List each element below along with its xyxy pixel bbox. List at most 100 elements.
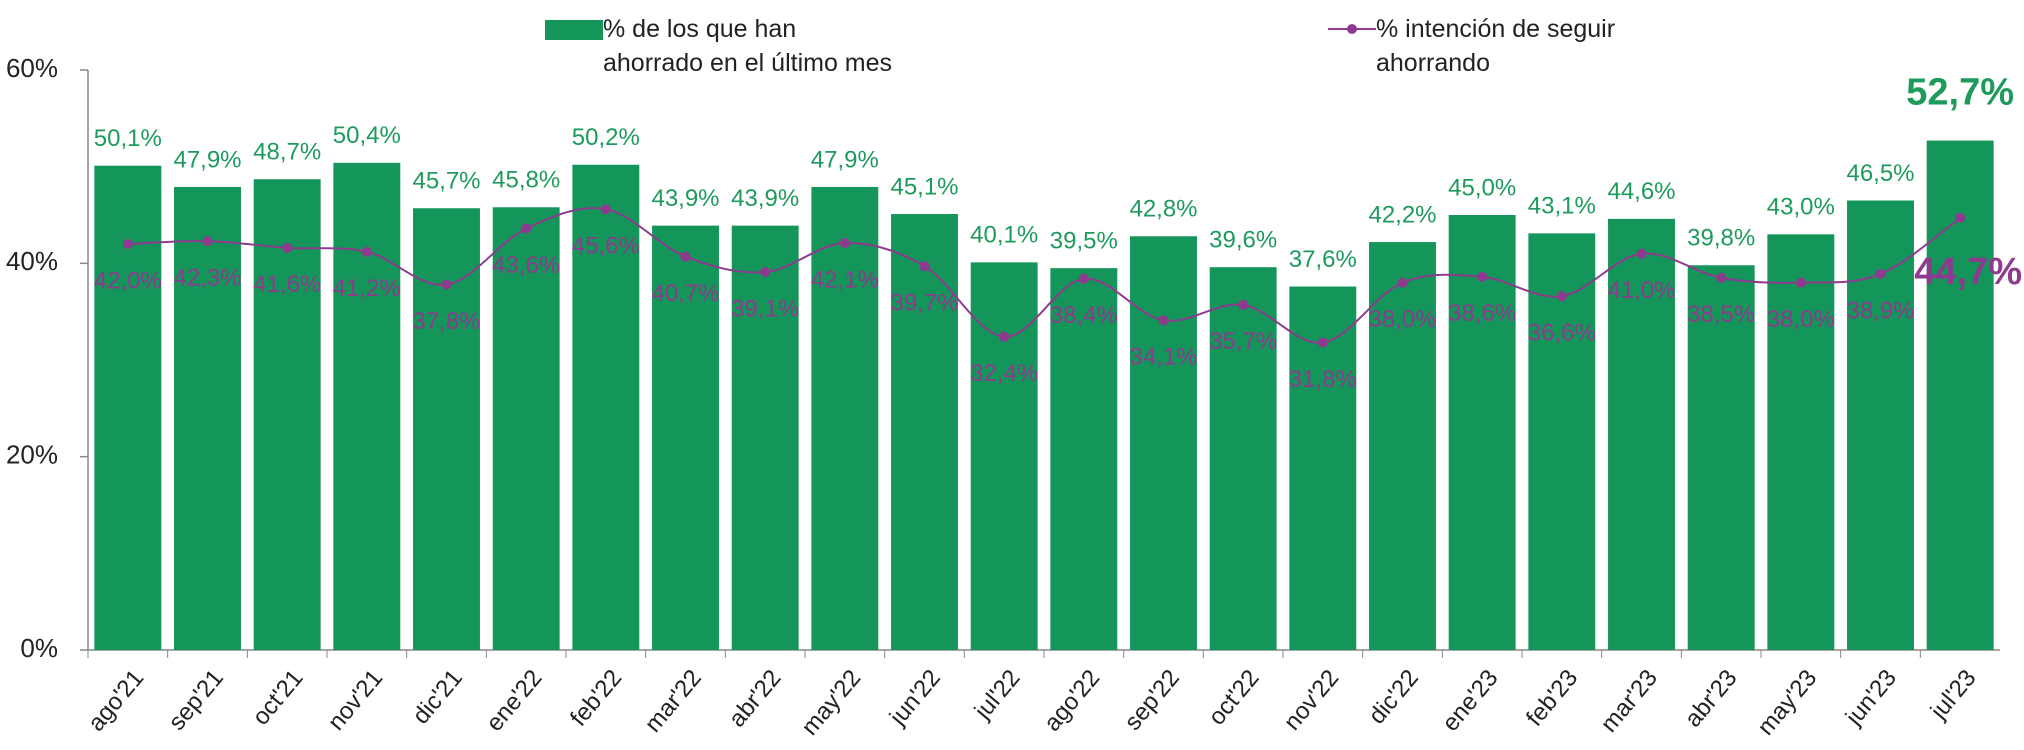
y-tick-label: 60% [6,53,58,83]
line-value-label: 40,7% [651,280,719,307]
bar [1528,233,1596,650]
y-tick-label: 20% [6,440,58,470]
bar-value-label: 39,5% [1050,228,1118,255]
line-point [680,251,691,262]
line-value-label: 38,0% [1368,306,1436,333]
legend-label: % de los que han ahorrado en el último m… [603,15,893,77]
x-tick-label: may'23 [1752,665,1822,741]
line-point [282,242,293,253]
bar-value-label: 48,7% [253,139,321,166]
bar-value-label: 42,8% [1129,196,1197,223]
line-point [1158,315,1169,326]
line-point [999,331,1010,342]
line-point [361,246,372,257]
line-value-label: 45,6% [572,233,640,260]
x-tick-label: abr'23 [1680,665,1743,733]
x-tick-label: may'22 [796,665,866,741]
line-point [1875,268,1886,279]
bar [333,162,401,651]
line-point [1317,337,1328,348]
bar-value-label: 43,1% [1528,193,1596,220]
bar-value-label: 40,1% [970,222,1038,249]
bar-value-label: 47,9% [173,146,241,173]
line-value-label: 31,8% [1289,366,1357,393]
line-point [600,204,611,215]
x-tick-label: feb'23 [1521,665,1583,732]
line [127,207,1961,344]
line-value-label: 35,7% [1209,328,1277,355]
line-value-label: 42,3% [173,264,241,291]
x-tick-label: jul'22 [969,665,1026,725]
x-tick-label: dic'21 [407,665,468,730]
bar [731,225,799,650]
bar [1767,234,1835,651]
bar-value-label: 43,9% [731,185,799,212]
bar-value-label: 44,6% [1607,178,1675,205]
line-value-label: 43,6% [492,252,560,279]
x-tick-label: ago'22 [1039,665,1106,737]
line-value-label: 42,1% [811,266,879,293]
legend-line: % intención de seguir ahorrando [1328,12,1626,80]
line-point [521,223,532,234]
line-value-label: 36,6% [1528,320,1596,347]
bar [492,207,560,650]
x-tick-label: nov'21 [323,665,389,736]
legend-label: % intención de seguir ahorrando [1376,15,1616,77]
bar [572,164,640,650]
bar-value-label: 45,0% [1448,174,1516,201]
bar-value-label: 45,7% [412,168,480,195]
bar [811,186,879,650]
bar-value-label: 50,2% [572,124,640,151]
x-tick-label: jul'23 [1925,665,1982,725]
bar-value-label: 39,6% [1209,227,1277,254]
legend-swatch [545,20,603,40]
bar [1050,268,1118,650]
bar [1687,265,1755,650]
line-point [122,239,133,249]
bar-value-label: 45,8% [492,167,560,194]
bar [1369,242,1436,651]
bar-value-label: 43,0% [1767,194,1835,221]
line-value-label: 41,0% [1607,277,1675,304]
x-tick-label: ene'23 [1437,665,1504,737]
x-tick-label: jun'22 [884,665,946,732]
bar-value-label: 43,9% [651,185,719,212]
line-value-label: 38,0% [1767,306,1835,333]
x-tick-label: dic'22 [1363,665,1424,730]
bar-value-label: 50,1% [94,125,162,152]
bar [1847,200,1914,650]
line-point [1397,277,1408,288]
x-tick-label: jun'23 [1840,665,1902,732]
bar-value-label: 39,8% [1687,225,1755,252]
line-value-label: 38,5% [1687,301,1755,328]
x-tick-label: oct'22 [1203,665,1264,731]
line-point [839,238,850,249]
x-tick-label: abr'22 [724,665,787,733]
x-tick-label: oct'21 [247,665,308,731]
bar [970,262,1038,650]
y-tick-label: 40% [6,246,58,276]
line-value-label: 37,8% [412,308,480,335]
line-value-label: 39,1% [731,295,799,322]
line-point [1238,299,1249,310]
line-point [1556,291,1567,302]
bar-value-label: 45,1% [890,173,958,200]
bar-value-label: 37,6% [1289,246,1357,273]
line-value-label: 39,7% [890,290,958,317]
x-tick-label: mar'22 [640,665,707,738]
line-point [1477,271,1488,282]
legend-bar: % de los que han ahorrado en el último m… [545,12,893,80]
bar [1608,218,1675,650]
line-value-label: 32,4% [970,360,1038,387]
x-tick-label: sep'22 [1119,665,1185,736]
bar-value-label: 46,5% [1846,160,1914,187]
bar [253,179,321,650]
bar [1209,267,1277,650]
line-value-label: 44,7% [1914,251,2022,293]
x-tick-label: sep'21 [163,665,229,736]
x-tick-label: ago'21 [83,665,150,737]
bar [174,186,241,650]
line-point [919,261,930,272]
